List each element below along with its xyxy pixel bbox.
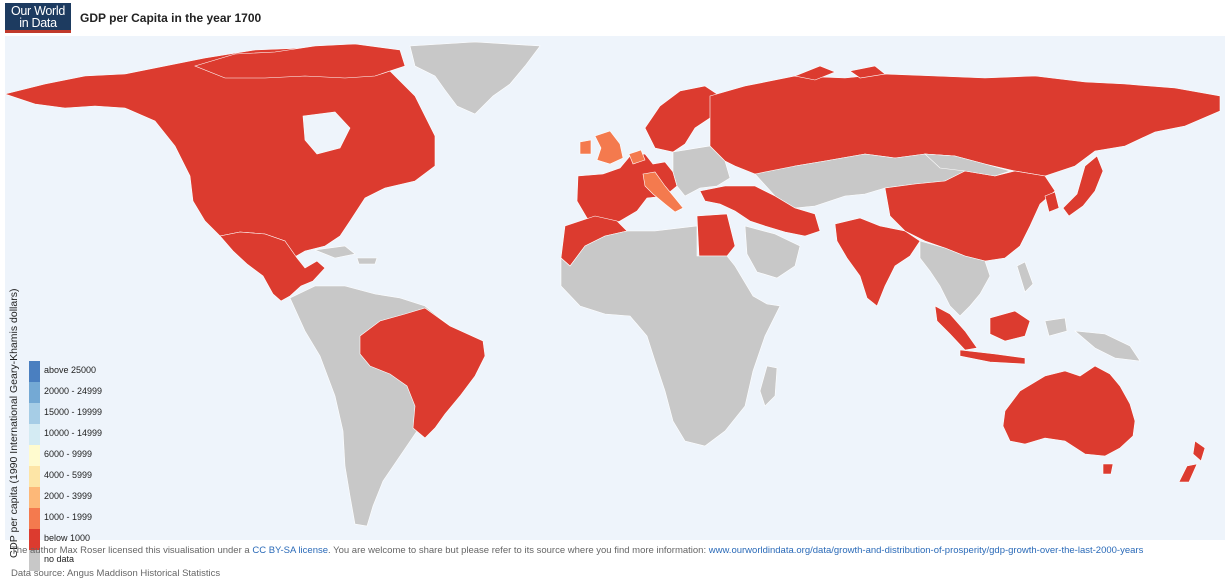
legend-swatch: [29, 424, 40, 445]
region-brazil[interactable]: [359, 307, 486, 439]
region-madagascar[interactable]: [759, 365, 778, 407]
logo-line-1: Our World: [10, 4, 66, 18]
legend-swatch: [29, 487, 40, 508]
region-india[interactable]: [834, 217, 921, 307]
region-north-america[interactable]: [5, 47, 436, 259]
legend-label: 20000 - 24999: [44, 386, 103, 396]
owid-logo[interactable]: Our World in Data: [5, 3, 71, 33]
region-mongolia[interactable]: [924, 153, 1012, 177]
region-japan[interactable]: [1062, 155, 1104, 217]
legend-label: below 1000: [44, 533, 91, 543]
region-britain[interactable]: [594, 130, 624, 165]
data-source: Data source: Angus Maddison Historical S…: [11, 568, 221, 579]
logo-line-2: in Data: [19, 16, 57, 30]
region-arctic-islands[interactable]: [194, 43, 406, 79]
license-text-before: The author Max Roser licensed this visua…: [11, 545, 253, 556]
legend-label: 2000 - 3999: [44, 491, 93, 501]
license-link[interactable]: CC BY-SA license: [252, 545, 329, 556]
world-map: GDP per capita (1990 International Geary…: [5, 36, 1225, 571]
region-africa[interactable]: [560, 225, 781, 447]
region-ireland[interactable]: [579, 139, 592, 155]
region-greenland[interactable]: [409, 41, 541, 115]
region-philippines-png[interactable]: [1016, 261, 1141, 362]
legend-swatch: [29, 403, 40, 424]
region-netherlands[interactable]: [628, 149, 646, 165]
region-korea[interactable]: [1044, 191, 1060, 213]
legend-swatch: [29, 550, 40, 571]
legend-label: 15000 - 19999: [44, 407, 103, 417]
region-egypt[interactable]: [696, 213, 736, 257]
region-italy[interactable]: [642, 171, 684, 213]
region-caribbean[interactable]: [313, 245, 378, 265]
legend-swatch: [29, 466, 40, 487]
legend-swatch: [29, 445, 40, 466]
legend-label: 6000 - 9999: [44, 449, 93, 459]
region-southeast-asia[interactable]: [919, 240, 991, 317]
region-russia-islands[interactable]: [793, 65, 886, 81]
legend-label: above 25000: [44, 365, 97, 375]
region-australia[interactable]: [1002, 365, 1136, 457]
legend-label: 10000 - 14999: [44, 428, 103, 438]
legend-swatch: [29, 508, 40, 529]
region-scandinavia[interactable]: [644, 85, 721, 153]
license-text-middle: . You are welcome to share but please re…: [328, 545, 709, 556]
region-indonesia[interactable]: [934, 305, 1031, 365]
legend-label: no data: [44, 554, 75, 564]
legend-label: 1000 - 1999: [44, 512, 93, 522]
chart-title: GDP per Capita in the year 1700: [80, 11, 262, 25]
legend-swatch: [29, 529, 40, 550]
source-link[interactable]: www.ourworldindata.org/data/growth-and-d…: [708, 545, 1144, 556]
legend-label: 4000 - 5999: [44, 470, 93, 480]
legend-swatch: [29, 382, 40, 403]
region-turkey-iran[interactable]: [699, 185, 821, 237]
region-tasmania[interactable]: [1102, 463, 1114, 475]
region-arabia[interactable]: [744, 225, 801, 279]
region-central-america[interactable]: [219, 231, 326, 302]
license-note: The author Max Roser licensed this visua…: [11, 545, 1143, 556]
legend-swatch: [29, 361, 40, 382]
world-map-svg: [5, 41, 1221, 527]
header: Our World in Data GDP per Capita in the …: [0, 0, 1230, 36]
legend-title: GDP per capita (1990 International Geary…: [8, 288, 20, 558]
hudson-bay: [302, 111, 351, 155]
region-new-zealand[interactable]: [1178, 440, 1206, 483]
